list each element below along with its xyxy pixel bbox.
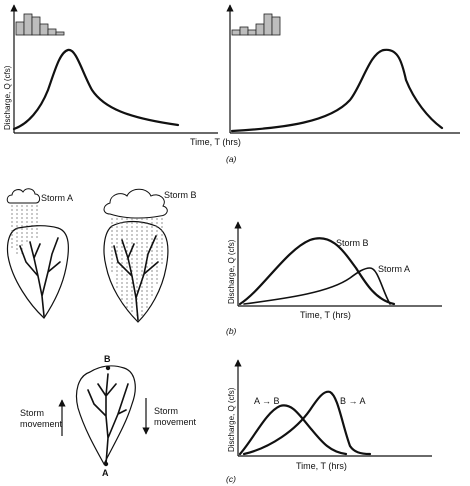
basin-icon — [6, 225, 69, 319]
hydrograph-c: Discharge, Q (cfs) Time, T (hrs) A → B B… — [227, 359, 432, 471]
basin-storm-b: Storm B — [103, 188, 197, 323]
panel-a: Discharge, Q (cfs) Time, T (hrs) (a) — [3, 4, 460, 164]
panel-b: Storm A Storm B — [6, 188, 442, 336]
hydrograph-curve — [12, 48, 180, 131]
cloud-icon — [103, 188, 168, 219]
y-axis-label: Discharge, Q (cfs) — [227, 387, 236, 452]
basin-movement: B A Storm movement Storm movement — [20, 354, 197, 478]
point-a-label: A — [102, 468, 109, 478]
curve-label-a-to-b: A → B — [254, 396, 280, 406]
rain-bar — [247, 29, 257, 36]
hydrograph-a-right — [226, 4, 460, 134]
point-b-marker — [105, 365, 111, 371]
curve-a-to-b — [238, 404, 348, 456]
storm-movement-right-line2: movement — [154, 417, 197, 427]
panel-caption: (a) — [226, 154, 237, 164]
rain-icon — [11, 205, 38, 228]
stream-network — [19, 237, 61, 317]
panel-c: B A Storm movement Storm movement Discha… — [20, 354, 432, 484]
stream-network — [87, 373, 129, 465]
rain-bar — [47, 28, 57, 36]
storm-movement-left-line1: Storm — [20, 408, 44, 418]
point-b-label: B — [104, 354, 111, 364]
storm-a-curve — [243, 267, 391, 305]
rain-bar — [231, 29, 241, 36]
hydrograph-b: Discharge, Q (cfs) Time, T (hrs) Storm B… — [227, 221, 442, 320]
rain-bar — [31, 16, 41, 36]
hydrograph-curve — [230, 48, 444, 133]
rain-bar — [239, 26, 249, 36]
rain-bar — [39, 23, 49, 36]
y-axis-label: Discharge, Q (cfs) — [227, 239, 236, 304]
x-axis-label: Time, T (hrs) — [300, 310, 351, 320]
panel-caption: (b) — [226, 326, 237, 336]
rain-bar — [15, 21, 25, 36]
curve-label-storm-a: Storm A — [378, 264, 410, 274]
x-axis-label: Time, T (hrs) — [296, 461, 347, 471]
hydrograph-a-left — [10, 4, 218, 134]
curve-b-to-a — [242, 390, 372, 456]
x-axis-label: Time, T (hrs) — [190, 137, 241, 147]
rain-icon — [111, 218, 163, 318]
storm-movement-left-line2: movement — [20, 419, 63, 429]
stream-network — [113, 235, 159, 321]
hyetograph-right — [231, 13, 281, 36]
storm-a-label: Storm A — [41, 193, 73, 203]
curve-label-storm-b: Storm B — [336, 238, 369, 248]
storm-b-label: Storm B — [164, 190, 197, 200]
curve-label-b-to-a: B → A — [340, 396, 366, 406]
rain-bar — [55, 31, 65, 36]
storm-movement-right-line1: Storm — [154, 406, 178, 416]
rain-bar — [255, 23, 265, 36]
panel-caption: (c) — [226, 474, 236, 484]
basin-icon — [103, 220, 169, 323]
rain-bar — [23, 13, 33, 36]
cloud-icon — [6, 188, 41, 204]
point-a-marker — [103, 461, 109, 467]
storm-b-curve — [238, 237, 396, 306]
rain-bar — [271, 16, 281, 36]
basin-storm-a: Storm A — [6, 188, 73, 319]
hyetograph-left — [15, 13, 65, 36]
rain-bar — [263, 13, 273, 36]
y-axis-label: Discharge, Q (cfs) — [3, 65, 12, 130]
